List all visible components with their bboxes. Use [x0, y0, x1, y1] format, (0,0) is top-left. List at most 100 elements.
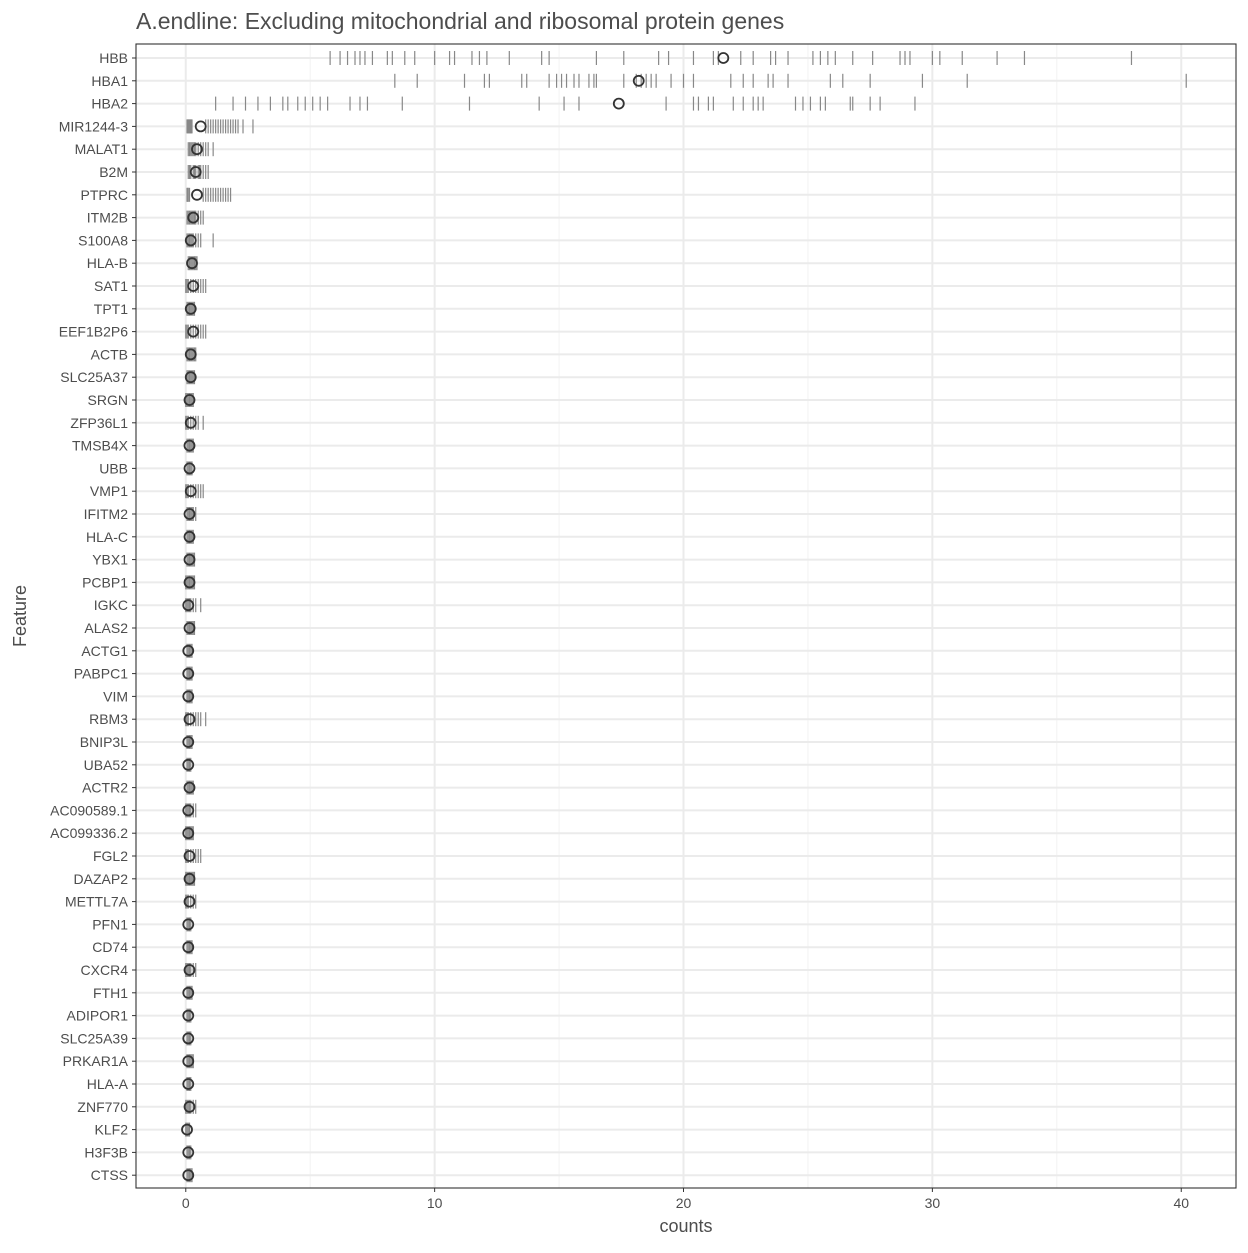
- mean-marker: [184, 348, 197, 361]
- grid-lines: [136, 44, 1236, 1188]
- mean-marker: [612, 97, 625, 110]
- y-tick-label: ZFP36L1: [70, 415, 128, 431]
- y-tick-label: S100A8: [78, 232, 128, 248]
- mean-marker: [182, 1169, 195, 1182]
- mean-marker: [183, 964, 196, 976]
- y-tick-label: SLC25A37: [60, 369, 128, 385]
- y-tick-label: PCBP1: [82, 574, 128, 590]
- mean-marker: [182, 827, 195, 840]
- y-tick-label: RBM3: [89, 711, 128, 727]
- y-tick-label: DAZAP2: [74, 871, 129, 887]
- y-tick-label: UBA52: [84, 757, 129, 773]
- mean-marker: [184, 371, 197, 384]
- mean-marker: [717, 52, 730, 64]
- x-axis-title: counts: [659, 1216, 712, 1236]
- y-tick-label: HBB: [99, 50, 128, 66]
- mean-marker: [182, 1055, 195, 1068]
- x-tick-label: 40: [1173, 1195, 1189, 1211]
- mean-marker: [183, 439, 196, 452]
- mean-marker: [187, 325, 200, 338]
- mean-marker: [183, 622, 196, 634]
- mean-marker: [183, 850, 196, 862]
- mean-marker: [182, 1078, 195, 1090]
- plot-panel-background: [136, 44, 1236, 1188]
- y-tick-label: B2M: [99, 164, 128, 180]
- mean-marker: [182, 1032, 195, 1045]
- mean-marker: [182, 667, 195, 680]
- mean-marker: [182, 758, 195, 771]
- y-tick-label: ACTR2: [82, 780, 128, 796]
- y-tick-label: IGKC: [94, 597, 128, 613]
- y-tick-label: FTH1: [93, 985, 128, 1001]
- mean-markers: [181, 52, 730, 1182]
- mean-marker: [182, 690, 195, 703]
- y-tick-label: MALAT1: [75, 141, 129, 157]
- x-tick-label: 30: [925, 1195, 941, 1211]
- y-tick-label: AC090589.1: [50, 802, 128, 818]
- y-tick-label: ALAS2: [84, 620, 128, 636]
- y-tick-label: HBA2: [91, 96, 128, 112]
- mean-marker: [187, 280, 200, 292]
- y-axis: HBB HBA1 HBA2 MIR1244-3 MALAT1 B2M PTPRC ITM2B S…: [50, 50, 136, 1183]
- y-tick-label: EEF1B2P6: [59, 324, 128, 340]
- y-tick-label: TMSB4X: [72, 438, 129, 454]
- mean-marker: [184, 485, 197, 498]
- y-tick-label: YBX1: [92, 552, 128, 568]
- x-tick-label: 0: [182, 1195, 190, 1211]
- y-tick-label: SRGN: [88, 392, 128, 408]
- y-tick-label: PRKAR1A: [63, 1053, 129, 1069]
- y-tick-label: H3F3B: [84, 1144, 128, 1160]
- y-tick-label: KLF2: [95, 1122, 129, 1138]
- mean-marker: [183, 713, 196, 726]
- mean-marker: [182, 918, 195, 931]
- y-tick-label: SLC25A39: [60, 1030, 128, 1046]
- y-axis-title: Feature: [10, 585, 30, 647]
- plot-panel-border: [135, 43, 1237, 1189]
- mean-marker: [186, 257, 198, 270]
- mean-marker: [183, 895, 196, 908]
- y-tick-label: ADIPOR1: [67, 1008, 129, 1024]
- mean-marker: [183, 576, 196, 589]
- y-tick-label: CTSS: [91, 1167, 128, 1183]
- mean-marker: [632, 74, 645, 87]
- y-tick-label: AC099336.2: [50, 825, 128, 841]
- y-tick-label: IFITM2: [84, 506, 129, 522]
- mean-marker: [184, 416, 197, 429]
- mean-marker: [184, 234, 197, 247]
- mean-marker: [182, 1009, 195, 1022]
- x-tick-label: 10: [427, 1195, 443, 1211]
- y-tick-label: CXCR4: [81, 962, 129, 978]
- x-axis: 0 10 20 30 40: [182, 1188, 1189, 1211]
- mean-marker: [187, 211, 200, 224]
- y-tick-label: PFN1: [92, 916, 128, 932]
- y-tick-label: TPT1: [94, 301, 128, 317]
- mean-marker: [182, 644, 195, 657]
- y-tick-label: BNIP3L: [80, 734, 128, 750]
- y-tick-label: HLA-C: [86, 529, 128, 545]
- y-tick-label: HLA-B: [87, 255, 128, 271]
- y-tick-label: ACTG1: [81, 643, 128, 659]
- mean-marker: [183, 508, 196, 520]
- mean-marker: [183, 394, 196, 406]
- mean-marker: [194, 120, 207, 133]
- mean-marker: [189, 166, 202, 178]
- y-tick-label: MIR1244-3: [59, 118, 128, 134]
- y-tick-label: SAT1: [94, 278, 128, 294]
- x-tick-label: 20: [676, 1195, 692, 1211]
- mean-marker: [182, 804, 195, 817]
- y-tick-label: VMP1: [90, 483, 128, 499]
- y-tick-label: HBA1: [91, 73, 128, 89]
- mean-marker: [183, 553, 196, 566]
- y-tick-label: METTL7A: [65, 894, 129, 910]
- mean-marker: [182, 1146, 195, 1159]
- y-tick-label: PABPC1: [74, 666, 128, 682]
- mean-marker: [183, 530, 196, 543]
- y-tick-label: UBB: [99, 460, 128, 476]
- mean-marker: [181, 1123, 193, 1136]
- chart-title: A.endline: Excluding mitochondrial and r…: [136, 8, 784, 34]
- y-tick-label: ACTB: [91, 346, 128, 362]
- mean-marker: [191, 143, 203, 156]
- mean-marker: [191, 188, 203, 201]
- y-tick-label: ITM2B: [87, 210, 128, 226]
